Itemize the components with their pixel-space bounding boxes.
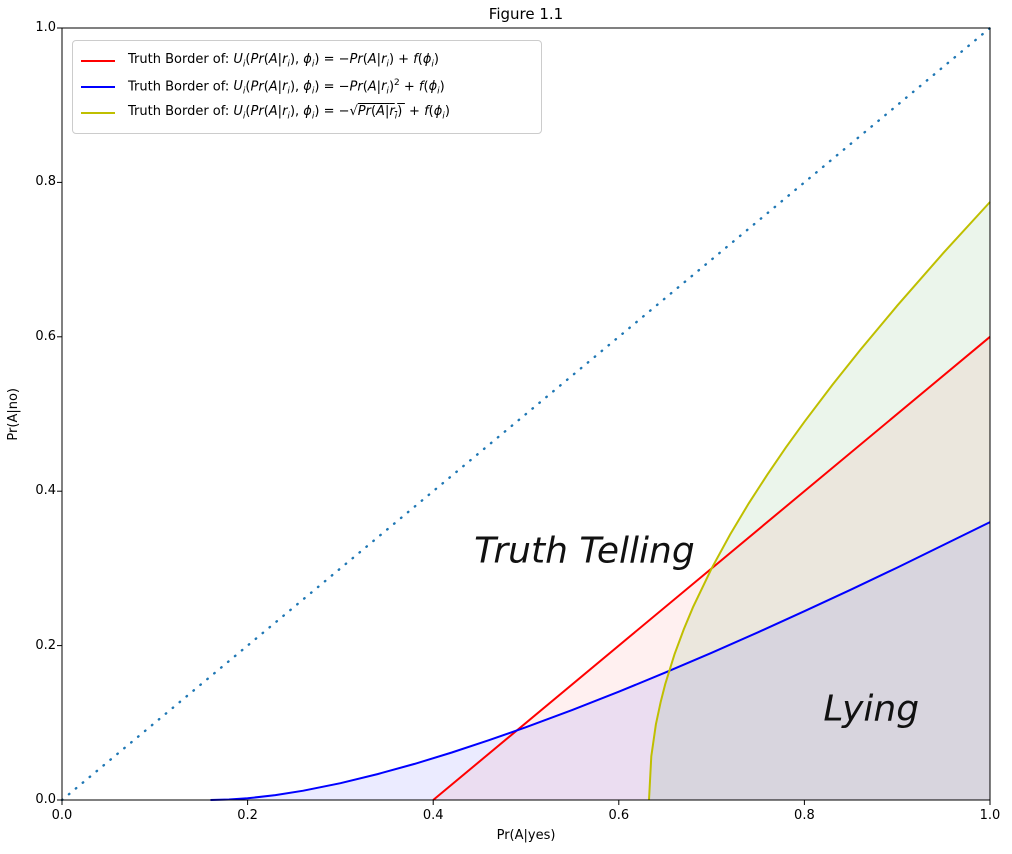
y-tick-label: 0.6 [35,328,56,344]
legend-line-sample-blue [81,86,115,88]
x-tick-label: 1.0 [979,808,1001,823]
truth-border-quadratic-region-fill [210,522,990,800]
truth-border-sqrt-region-fill [649,202,990,800]
legend-item-quadratic: Truth Border of: Ui(Pr(A|ri), ϕi) = −Pr(… [81,74,533,100]
legend-item-linear: Truth Border of: Ui(Pr(A|ri), ϕi) = −Pr(… [81,48,533,74]
diagonal-reference-line [60,26,992,802]
x-tick-label: 0.2 [237,808,258,823]
legend-line-sample-olive [81,112,115,114]
y-tick-label: 0.4 [35,483,56,499]
legend-item-sqrt: Truth Border of: Ui(Pr(A|ri), ϕi) = −√Pr… [81,100,533,126]
legend-line-sample-red [81,60,115,62]
y-tick-label: 0.0 [35,792,56,807]
figure-title: Figure 1.1 [488,5,564,23]
x-tick-label: 0.4 [422,808,444,823]
legend: Truth Border of: Ui(Pr(A|ri), ϕi) = −Pr(… [72,40,542,134]
legend-label-quadratic: Truth Border of: Ui(Pr(A|ri), ϕi) = −Pr(… [128,77,445,97]
legend-label-linear: Truth Border of: Ui(Pr(A|ri), ϕi) = −Pr(… [128,52,439,70]
truth-border-quadratic-line [210,521,991,801]
annotation-lying: Lying [823,688,920,730]
y-axis-label-container: Pr(A|no) [6,28,21,800]
x-axis-label: Pr(A|yes) [496,828,556,843]
x-tick-label: 0.6 [608,808,630,823]
y-tick-label: 1.0 [35,20,56,35]
y-tick-label: 0.8 [35,174,56,190]
legend-label-sqrt: Truth Border of: Ui(Pr(A|ri), ϕi) = −√Pr… [128,104,450,122]
x-tick-label: 0.0 [51,808,73,823]
y-tick-label: 0.2 [35,637,56,653]
y-axis-label: Pr(A|no) [6,387,21,441]
annotation-truth-telling: Truth Telling [474,530,695,572]
axes-border [61,27,991,801]
x-tick-label: 0.8 [794,808,815,823]
truth-border-sqrt-line [648,201,991,801]
